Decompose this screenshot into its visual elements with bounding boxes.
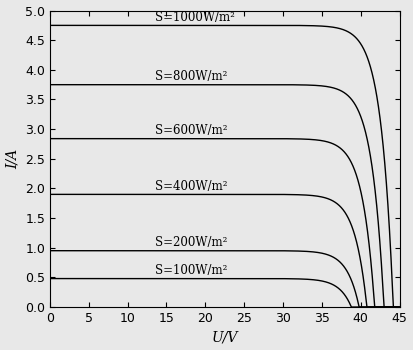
Text: S=600W/m²: S=600W/m² <box>155 124 227 137</box>
Text: S=1000W/m²: S=1000W/m² <box>155 10 235 23</box>
Text: S=200W/m²: S=200W/m² <box>155 236 227 249</box>
Text: S=800W/m²: S=800W/m² <box>155 70 227 83</box>
Y-axis label: I/A: I/A <box>5 149 19 169</box>
Text: S=400W/m²: S=400W/m² <box>155 180 227 193</box>
Text: S=100W/m²: S=100W/m² <box>155 264 227 277</box>
X-axis label: U/V: U/V <box>211 330 238 344</box>
